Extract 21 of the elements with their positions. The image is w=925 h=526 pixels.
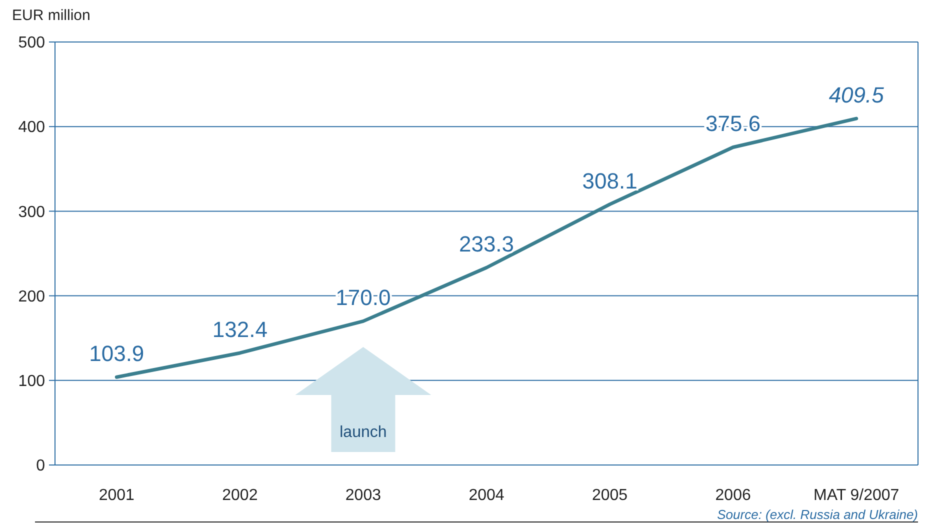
y-axis-title: EUR million xyxy=(12,7,90,24)
y-tick-label: 0 xyxy=(36,458,46,475)
y-tick-label: 300 xyxy=(18,204,46,221)
x-tick-label: 2006 xyxy=(715,487,751,504)
data-label: 308.1 xyxy=(582,168,638,194)
y-tick-label: 500 xyxy=(18,34,46,52)
data-label: 409.5 xyxy=(828,82,885,108)
x-tick-label: 2002 xyxy=(222,487,258,504)
data-label: 233.3 xyxy=(458,232,514,257)
x-tick-label: 2003 xyxy=(345,487,382,504)
x-tick-label: 2001 xyxy=(98,487,135,504)
x-tick-label: MAT 9/2007 xyxy=(814,487,900,504)
y-tick-label: 100 xyxy=(18,373,46,390)
y-tick-label: 400 xyxy=(18,119,46,136)
data-label: 103.9 xyxy=(89,341,144,366)
x-tick-label: 2005 xyxy=(592,487,628,504)
source-note: Source: (excl. Russia and Ukraine) xyxy=(717,507,918,522)
data-label: 132.4 xyxy=(212,316,268,342)
annotation: launch xyxy=(340,424,387,441)
y-tick-label: 200 xyxy=(18,288,46,306)
x-tick-label: 2004 xyxy=(468,487,504,504)
